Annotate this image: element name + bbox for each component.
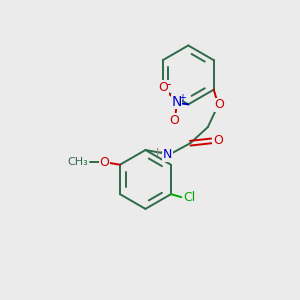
Text: CH₃: CH₃ xyxy=(68,158,88,167)
Text: Cl: Cl xyxy=(183,190,196,204)
Text: O: O xyxy=(159,81,169,94)
Text: O: O xyxy=(214,98,224,111)
Text: O: O xyxy=(213,134,223,147)
Text: O: O xyxy=(99,156,109,169)
Text: H: H xyxy=(156,148,164,158)
Text: N: N xyxy=(163,148,172,161)
Text: N: N xyxy=(171,95,182,109)
Text: +: + xyxy=(178,93,186,103)
Text: O: O xyxy=(169,114,179,127)
Text: -: - xyxy=(167,77,171,91)
